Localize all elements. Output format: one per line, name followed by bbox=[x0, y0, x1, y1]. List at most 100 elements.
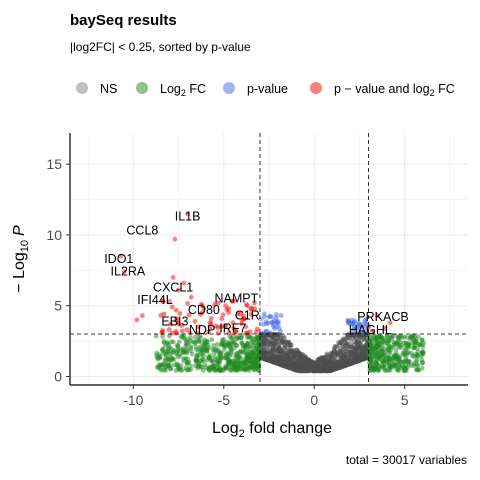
data-point-fc-p bbox=[172, 236, 178, 242]
data-point-fc-p bbox=[232, 330, 238, 336]
data-point-p bbox=[355, 323, 361, 329]
data-point-ns bbox=[292, 352, 297, 358]
data-point-fc bbox=[193, 334, 198, 340]
data-point-fc bbox=[395, 338, 401, 344]
data-point-fc bbox=[389, 335, 395, 341]
legend-key bbox=[136, 82, 148, 94]
data-point-ns bbox=[361, 334, 366, 340]
data-point-fc bbox=[155, 364, 160, 370]
data-point-ns bbox=[296, 350, 302, 355]
data-point-fc bbox=[200, 353, 206, 359]
data-point-fc bbox=[374, 342, 379, 347]
gene-label: IFI44L bbox=[137, 293, 172, 307]
legend-key bbox=[310, 82, 322, 94]
data-point-fc bbox=[401, 360, 407, 365]
data-point-fc bbox=[202, 362, 208, 367]
data-point-fc bbox=[404, 364, 410, 370]
data-point-fc bbox=[380, 335, 386, 341]
y-axis-title: − Log10 P bbox=[11, 225, 31, 293]
data-point-ns bbox=[349, 355, 354, 361]
data-point-fc bbox=[215, 367, 221, 372]
data-point-p bbox=[278, 313, 284, 318]
data-point-fc bbox=[374, 360, 379, 366]
data-point-fc bbox=[207, 355, 213, 360]
data-point-fc bbox=[234, 335, 240, 341]
data-point-fc bbox=[175, 365, 181, 371]
data-point-fc bbox=[238, 362, 244, 368]
data-point-fc bbox=[382, 365, 388, 371]
data-point-fc-p bbox=[170, 275, 176, 280]
data-point-fc-p bbox=[254, 326, 260, 332]
data-point-fc bbox=[242, 360, 248, 366]
data-point-fc bbox=[158, 367, 164, 373]
data-point-fc bbox=[214, 342, 220, 347]
data-point-fc-p bbox=[220, 312, 226, 318]
data-point-fc bbox=[376, 334, 381, 339]
data-point-ns bbox=[273, 360, 279, 366]
gene-label: CD80 bbox=[188, 303, 220, 317]
data-point-fc bbox=[255, 367, 261, 373]
data-point-fc bbox=[409, 351, 415, 356]
data-point-fc bbox=[155, 355, 161, 360]
data-point-fc bbox=[249, 364, 255, 370]
data-point-fc-p bbox=[247, 329, 253, 335]
data-point-p bbox=[270, 319, 276, 325]
x-axis-title-base: Log bbox=[212, 420, 239, 437]
data-point-fc bbox=[249, 336, 254, 342]
data-point-fc bbox=[153, 333, 159, 339]
data-point-fc bbox=[218, 350, 224, 356]
legend-item-p: p-value bbox=[223, 82, 288, 96]
data-point-fc bbox=[371, 337, 377, 342]
data-point-fc bbox=[255, 338, 261, 344]
legend-item-fc-p: p − value and log2 FC bbox=[310, 82, 455, 98]
data-point-fc-p bbox=[387, 320, 393, 326]
data-point-ns bbox=[283, 339, 289, 345]
data-point-fc bbox=[179, 333, 185, 339]
data-point-fc bbox=[193, 344, 199, 350]
data-point-ns bbox=[354, 357, 359, 362]
data-point-fc bbox=[415, 334, 421, 340]
data-point-p bbox=[262, 314, 267, 319]
y-tick-label: 5 bbox=[54, 298, 62, 314]
data-point-ns bbox=[317, 358, 322, 363]
data-point-fc bbox=[218, 342, 224, 348]
data-point-fc bbox=[385, 354, 391, 360]
data-point-fc bbox=[228, 347, 234, 353]
data-point-fc bbox=[241, 349, 247, 355]
data-point-fc bbox=[420, 344, 426, 350]
data-point-fc-p bbox=[215, 300, 221, 306]
gene-label: IL1B bbox=[175, 210, 201, 224]
data-point-fc bbox=[161, 350, 167, 356]
data-point-fc bbox=[249, 359, 255, 365]
chart-title: baySeq results bbox=[70, 12, 177, 29]
data-point-fc bbox=[198, 364, 204, 369]
x-tick-label: -5 bbox=[218, 392, 231, 408]
gene-label: NAMPT bbox=[215, 292, 259, 306]
data-point-fc-p bbox=[199, 301, 204, 307]
data-point-fc bbox=[211, 343, 217, 348]
data-point-fc bbox=[244, 366, 250, 372]
data-point-fc-p bbox=[207, 324, 213, 330]
data-point-p bbox=[274, 312, 279, 317]
legend-label: p-value bbox=[247, 82, 288, 96]
data-point-ns bbox=[310, 361, 316, 366]
data-point-fc bbox=[226, 361, 232, 366]
data-point-fc bbox=[204, 346, 210, 351]
data-point-fc bbox=[412, 342, 418, 348]
data-point-fc bbox=[397, 365, 403, 370]
data-point-ns bbox=[298, 368, 303, 374]
data-point-fc bbox=[214, 349, 220, 354]
data-point-fc bbox=[160, 334, 166, 340]
data-point-fc bbox=[217, 359, 223, 365]
data-point-ns bbox=[335, 350, 341, 356]
data-point-fc-p bbox=[166, 327, 172, 332]
data-point-fc-p bbox=[134, 317, 140, 323]
data-point-fc bbox=[184, 350, 190, 356]
data-point-ns bbox=[336, 342, 342, 348]
data-point-fc-p bbox=[175, 320, 181, 326]
y-axis-title-sub: 10 bbox=[19, 240, 31, 252]
data-point-fc-p bbox=[223, 303, 229, 309]
data-point-fc bbox=[256, 348, 262, 354]
data-point-p bbox=[271, 324, 276, 330]
